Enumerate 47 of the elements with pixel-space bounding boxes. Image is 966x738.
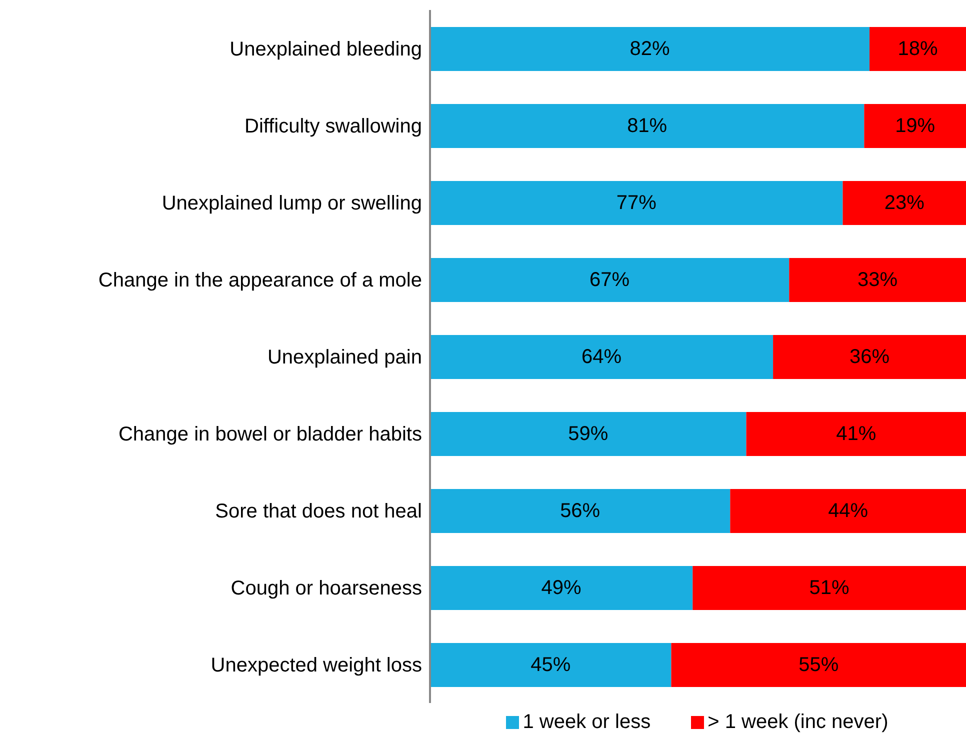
bar <box>430 335 774 379</box>
bar <box>430 104 864 148</box>
y-tick-label: Change in bowel or bladder habits <box>118 424 422 446</box>
bar <box>430 489 730 533</box>
bar <box>671 643 966 687</box>
data-label: 81% <box>627 115 668 137</box>
data-label: 49% <box>541 577 582 599</box>
y-tick-label: Change in the appearance of a mole <box>98 270 422 292</box>
bar <box>773 335 966 379</box>
bar <box>864 104 966 148</box>
data-label: 55% <box>798 654 839 676</box>
bar <box>430 643 672 687</box>
bar <box>430 412 746 456</box>
data-label: 45% <box>530 654 571 676</box>
data-label: 67% <box>590 269 630 291</box>
y-tick-label: Cough or hoarseness <box>230 578 422 600</box>
y-tick-label: Sore that does not heal <box>215 500 422 523</box>
y-tick-label: Unexpected weight loss <box>210 654 422 677</box>
data-label: 77% <box>616 192 657 214</box>
bar <box>692 566 966 610</box>
y-tick-label: Unexplained bleeding <box>230 38 422 61</box>
bar <box>430 181 843 225</box>
legend-label: > 1 week (inc never) <box>708 711 888 733</box>
data-label: 64% <box>582 346 622 368</box>
y-tick-label: Unexplained lump or swelling <box>162 192 422 215</box>
bar <box>430 27 870 71</box>
bar <box>430 566 693 610</box>
data-label: 59% <box>568 423 608 445</box>
data-label: 56% <box>560 500 600 522</box>
bar <box>789 258 966 302</box>
data-label: 33% <box>858 269 898 291</box>
data-label: 18% <box>898 38 938 60</box>
data-label: 19% <box>895 115 936 137</box>
legend-label: 1 week or less <box>522 711 651 733</box>
data-label: 51% <box>809 577 850 599</box>
data-label: 82% <box>630 38 670 60</box>
bar <box>870 27 966 71</box>
bar <box>730 489 966 533</box>
bar <box>746 412 966 456</box>
bar <box>430 258 790 302</box>
bar <box>842 181 966 225</box>
y-tick-label: Difficulty swallowing <box>244 116 422 138</box>
y-tick-label: Unexplained pain <box>267 346 422 369</box>
data-label: 41% <box>836 423 876 445</box>
data-label: 23% <box>884 192 925 214</box>
data-label: 36% <box>850 346 890 368</box>
data-label: 44% <box>828 500 868 522</box>
